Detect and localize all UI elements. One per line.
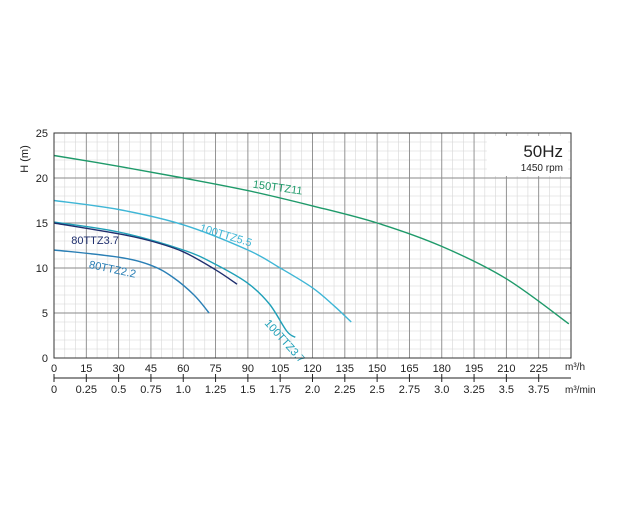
series-label-80ttz3-7: 80TTZ3.7 — [71, 235, 119, 247]
x2-tick-label: 0.25 — [76, 384, 97, 396]
x2-tick-label: 1.5 — [240, 384, 255, 396]
series-line-80ttz3-7 — [53, 222, 238, 285]
x2-tick-label: 2.25 — [334, 384, 355, 396]
y-tick-label: 20 — [36, 173, 48, 185]
y-tick-label: 25 — [36, 128, 48, 140]
x-tick-label: 165 — [400, 363, 418, 375]
x2-tick-label: 0.75 — [140, 384, 161, 396]
x-tick-label: 15 — [80, 363, 92, 375]
x2-tick-label: 0.5 — [111, 384, 126, 396]
x2-tick-label: 3.25 — [463, 384, 484, 396]
x-tick-label: 60 — [177, 363, 189, 375]
x2-tick-label: 3.5 — [499, 384, 514, 396]
x-tick-label: 120 — [303, 363, 321, 375]
x-tick-label: 195 — [465, 363, 483, 375]
x2-tick-label: 2.75 — [399, 384, 420, 396]
grid — [53, 132, 572, 359]
x-tick-label: 135 — [336, 363, 354, 375]
x-tick-label: 180 — [433, 363, 451, 375]
y-tick-label: 10 — [36, 263, 48, 275]
y-axis-label: H (m) — [19, 145, 31, 173]
x-tick-label: 75 — [209, 363, 221, 375]
x-tick-label: 105 — [271, 363, 289, 375]
x-tick-label: 150 — [368, 363, 386, 375]
x-tick-label: 225 — [530, 363, 548, 375]
series-line-100ttz5-5 — [53, 199, 352, 323]
x2-tick-label: 1.0 — [176, 384, 191, 396]
x2-tick-label: 1.75 — [269, 384, 290, 396]
x2-tick-label: 1.25 — [205, 384, 226, 396]
series-line-150ttz11 — [53, 154, 570, 325]
x2-tick-label: 0 — [51, 384, 57, 396]
x-tick-label: 45 — [145, 363, 157, 375]
x2-tick-label: 3.0 — [434, 384, 449, 396]
x-secondary-axis-label: m³/min — [565, 385, 596, 396]
y-tick-label: 0 — [42, 353, 48, 365]
chart-subtitle: 1450 rpm — [521, 163, 563, 174]
x2-tick-label: 2.5 — [369, 384, 384, 396]
series-label-100ttz5-5: 100TTZ5.5 — [198, 222, 253, 249]
y-tick-label: 15 — [36, 218, 48, 230]
x-tick-label: 30 — [113, 363, 125, 375]
chart-title: 50Hz — [523, 142, 563, 161]
x2-tick-label: 3.75 — [528, 384, 549, 396]
x-tick-label: 210 — [497, 363, 515, 375]
series-line-100ttz3-7 — [53, 221, 296, 338]
x-tick-label: 0 — [51, 363, 57, 375]
x2-tick-label: 2.0 — [305, 384, 320, 396]
x-tick-label: 90 — [242, 363, 254, 375]
x-axis-label: m³/h — [565, 362, 585, 373]
series-line-80ttz2-2 — [53, 249, 210, 314]
title-box — [486, 136, 568, 176]
axes: 0 5 10 15 20 25 0 15 30 45 60 75 90 105 120 135 150 165 18… — [36, 128, 572, 396]
series-label-150ttz11: 150TTZ11 — [252, 179, 303, 198]
y-tick-label: 5 — [42, 308, 48, 320]
plot-frame — [53, 132, 572, 359]
